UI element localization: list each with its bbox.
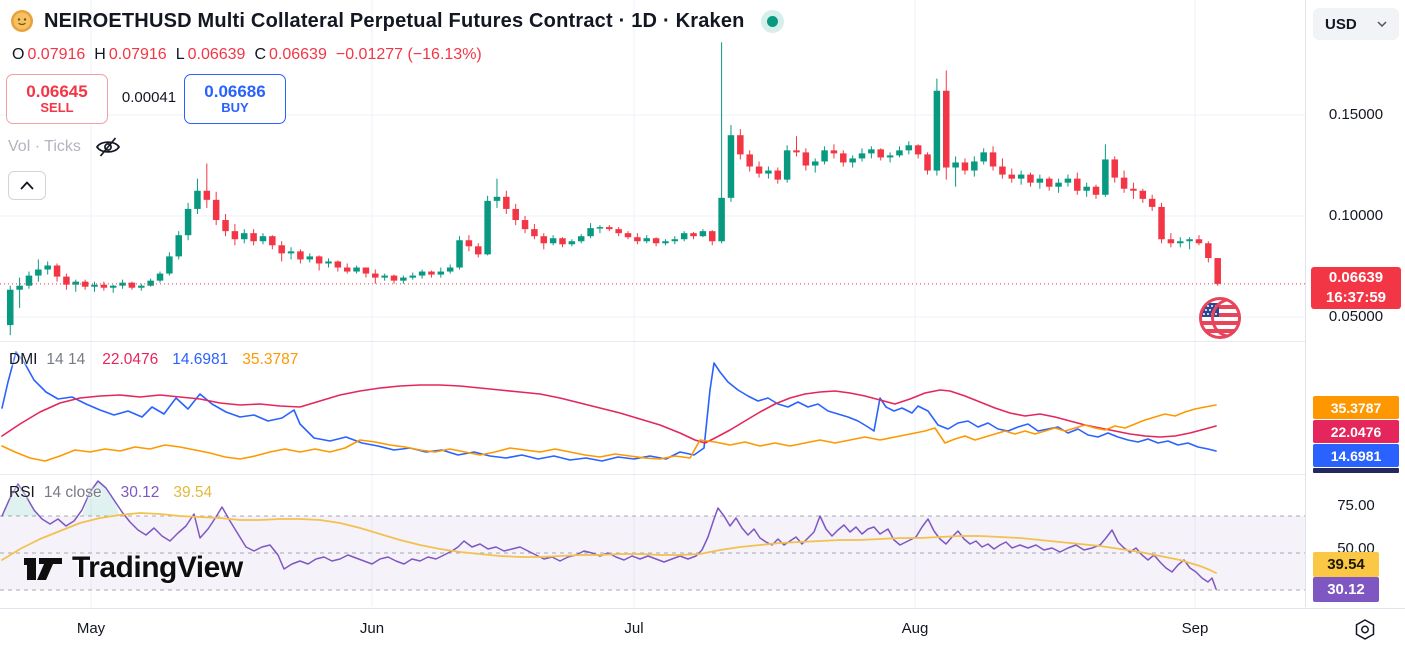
symbol-title[interactable]: NEIROETHUSD Multi Collateral Perpetual F… <box>44 9 745 32</box>
chevron-down-icon <box>1377 21 1387 27</box>
time-axis-label: Jul <box>624 620 644 637</box>
pane-separator[interactable] <box>0 341 1305 342</box>
price-axis-label: 0.15000 <box>1328 106 1384 123</box>
chart-settings-hexagon-icon[interactable] <box>1352 617 1378 643</box>
rsi-params: 14 close <box>43 484 102 501</box>
currency-selector[interactable]: USD <box>1313 8 1399 40</box>
rsi-title: RSI <box>9 484 35 501</box>
rsi-value: 30.12 <box>120 484 160 501</box>
dmi-value: 35.3787 <box>242 351 299 368</box>
time-axis-label: Sep <box>1181 620 1209 637</box>
time-axis-label: Jun <box>359 620 385 637</box>
dmi-indicator-legend[interactable]: DMI 14 14 22.0476 14.6981 35.3787 <box>9 351 298 369</box>
dmi-params: 14 14 <box>46 351 86 368</box>
open-label: O <box>12 46 25 63</box>
dmi-value: 14.6981 <box>172 351 229 368</box>
chevron-up-icon <box>20 181 34 190</box>
chart-legend-header: NEIROETHUSD Multi Collateral Perpetual F… <box>10 9 778 33</box>
rsi-indicator-legend[interactable]: RSI 14 close 30.12 39.54 <box>9 484 212 502</box>
change-value: −0.01277 (−16.13%) <box>335 46 482 63</box>
volume-study-row: Vol · Ticks <box>8 136 121 158</box>
eye-off-icon[interactable] <box>95 136 121 158</box>
indicator-value-badge: 39.54 <box>1313 552 1379 577</box>
market-status-dot-icon[interactable] <box>766 15 778 27</box>
high-label: H <box>94 46 106 63</box>
tradingview-watermark-text: TradingView <box>72 551 243 584</box>
chart-canvas[interactable] <box>0 0 1305 607</box>
indicator-value-badge: 30.12 <box>1313 577 1379 602</box>
currency-value: USD <box>1325 15 1357 33</box>
clipped-indicator-badge <box>1313 468 1399 473</box>
dmi-values: 22.0476 14.6981 35.3787 <box>102 351 298 369</box>
bar-countdown: 16:37:59 <box>1325 289 1387 306</box>
price-axis-label: 0.05000 <box>1328 308 1384 325</box>
us-flag-icon <box>1197 294 1245 347</box>
tradingview-logo-icon <box>24 558 62 580</box>
buy-price: 0.06686 <box>204 81 266 101</box>
low-label: L <box>175 46 185 63</box>
symbol-logo-icon <box>10 9 34 33</box>
indicator-value-badge: 35.3787 <box>1313 396 1399 419</box>
trade-panel: 0.06645 SELL 0.00041 0.06686 BUY <box>6 74 286 124</box>
dmi-title: DMI <box>9 351 38 368</box>
indicator-value-badge: 14.6981 <box>1313 444 1399 467</box>
tradingview-watermark[interactable]: TradingView <box>22 550 243 586</box>
time-axis[interactable]: May Jun Jul Aug Sep <box>0 608 1405 649</box>
dmi-value: 22.0476 <box>102 351 159 368</box>
rsi-values: 30.12 39.54 <box>121 484 213 502</box>
close-value: 0.06639 <box>269 46 327 63</box>
spread-value: 0.00041 <box>121 89 177 106</box>
price-axis[interactable]: USD 0.15000 0.10000 0.05000 75.00 50.00 35.37… <box>1305 0 1405 607</box>
high-value: 0.07916 <box>108 46 167 63</box>
collapse-panel-button[interactable] <box>8 171 46 200</box>
sell-button[interactable]: 0.06645 SELL <box>6 74 108 124</box>
volume-study-label[interactable]: Vol · Ticks <box>8 138 81 155</box>
buy-button[interactable]: 0.06686 BUY <box>184 74 286 124</box>
pane-separator[interactable] <box>0 474 1305 475</box>
current-price: 0.06639 <box>1328 269 1384 286</box>
sell-label: SELL <box>40 100 74 116</box>
open-value: 0.07916 <box>27 46 86 63</box>
low-value: 0.06639 <box>187 46 246 63</box>
time-axis-label: May <box>76 620 106 637</box>
time-axis-label: Aug <box>901 620 929 637</box>
sell-price: 0.06645 <box>26 81 88 101</box>
rsi-value: 39.54 <box>173 484 213 501</box>
close-label: C <box>254 46 267 63</box>
indicator-value-badge: 22.0476 <box>1313 420 1399 443</box>
price-axis-label: 0.10000 <box>1328 207 1384 224</box>
current-price-badge: 0.06639 16:37:59 <box>1311 267 1401 309</box>
buy-label: BUY <box>221 100 249 116</box>
ohlc-readout: O 0.07916 H 0.07916 L 0.06639 C 0.06639 … <box>12 46 482 64</box>
rsi-axis-label: 75.00 <box>1337 497 1375 514</box>
